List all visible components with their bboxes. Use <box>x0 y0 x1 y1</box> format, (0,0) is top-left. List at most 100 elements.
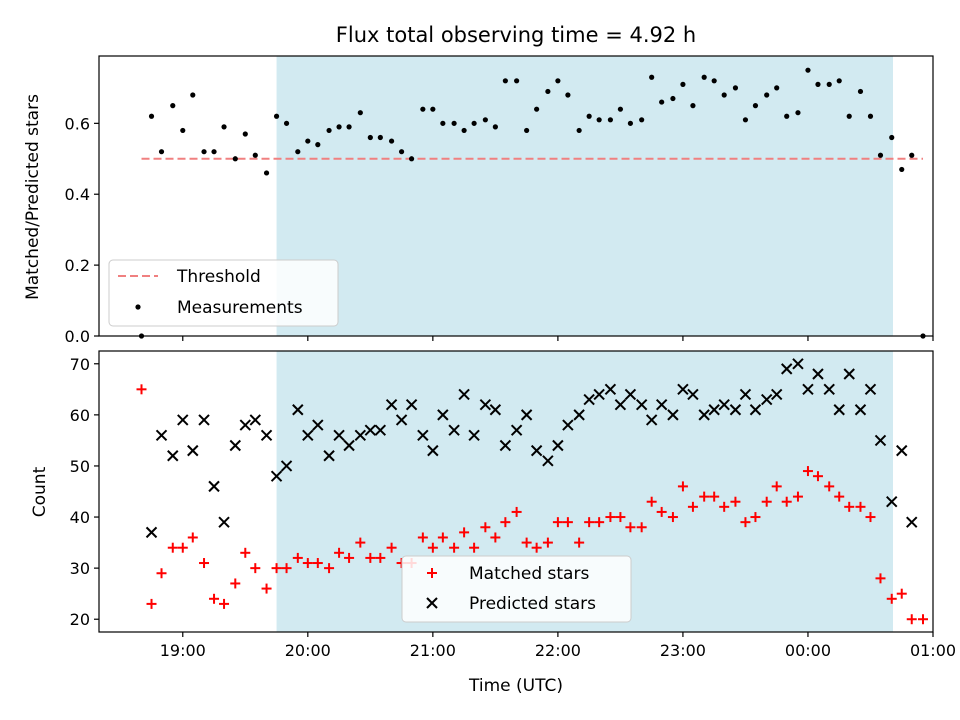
x-stroke-b <box>280 460 293 472</box>
measurement-point <box>867 113 874 119</box>
matched-star-point <box>584 517 595 528</box>
matched-star-point <box>437 532 448 543</box>
x-stroke-b <box>187 444 199 457</box>
measurement-point <box>336 124 342 130</box>
matched-star-point <box>199 558 210 569</box>
predicted-star-point <box>145 526 158 539</box>
x-stroke-b <box>562 419 574 431</box>
predicted-star-point <box>364 424 377 436</box>
measurement-point <box>283 120 290 126</box>
measurement-point <box>430 106 436 112</box>
predicted-star-point <box>229 439 241 452</box>
matched-star-point <box>636 522 647 533</box>
x-stroke-b <box>155 429 168 442</box>
matched-star-point <box>886 593 897 604</box>
legend-matched-swatch <box>427 568 437 578</box>
x-stroke-b <box>542 455 554 467</box>
predicted-star-point <box>802 383 814 396</box>
x-stroke-b <box>395 414 408 426</box>
predicted-star-point <box>698 409 710 421</box>
matched-star-point <box>865 512 876 523</box>
x-stroke-b <box>604 383 617 396</box>
matched-star-point <box>709 491 720 502</box>
predicted-star-point <box>312 419 324 431</box>
x-stroke-b <box>499 439 512 452</box>
y-tick-label: 0.0 <box>65 327 90 346</box>
x-stroke-b <box>177 414 189 426</box>
x-stroke-b <box>624 388 637 401</box>
matched-star-point <box>521 537 532 548</box>
matched-star-point <box>500 517 511 528</box>
measurement-point <box>680 81 686 87</box>
matched-star-point <box>292 552 303 563</box>
measurement-point <box>252 152 258 158</box>
measurement-point <box>846 113 852 119</box>
x-stroke-b <box>530 444 543 457</box>
measurement-point <box>639 117 645 123</box>
matched-star-point <box>615 512 626 523</box>
predicted-star-point <box>510 424 523 436</box>
predicted-star-point <box>333 429 345 442</box>
matched-star-point <box>781 496 792 507</box>
legend-ratio: Threshold Measurements <box>108 259 339 327</box>
observing-window-shade <box>276 56 893 336</box>
matched-star-point <box>480 522 491 533</box>
measurement-point <box>690 103 696 109</box>
x-stroke-b <box>645 414 658 426</box>
x-stroke-b <box>302 429 314 442</box>
x-stroke-b <box>458 388 470 401</box>
measurement-point <box>201 149 207 155</box>
predicted-star-point <box>635 398 648 411</box>
x-stroke-b <box>614 398 627 411</box>
predicted-star-point <box>739 388 752 401</box>
x-tick-label: 22:00 <box>535 641 581 660</box>
matched-star-point <box>469 542 480 553</box>
x-stroke-b <box>145 526 158 539</box>
predicted-star-point <box>530 444 543 457</box>
measurement-point <box>440 120 446 126</box>
x-stroke-b <box>405 398 418 411</box>
measurement-point <box>305 138 311 144</box>
measurement-point <box>420 106 426 112</box>
predicted-star-point <box>405 398 418 411</box>
measurement-point <box>617 106 624 112</box>
predicted-star-point <box>645 414 658 426</box>
x-stroke-b <box>270 470 283 482</box>
x-stroke-b <box>896 444 908 457</box>
predicted-star-point <box>354 429 367 442</box>
matched-star-point <box>281 563 292 574</box>
series-predicted-stars <box>145 358 918 539</box>
y-tick-label: 60 <box>70 406 90 425</box>
measurement-point <box>732 85 739 91</box>
matched-star-point <box>511 506 522 517</box>
measurement-point <box>514 78 520 84</box>
matched-star-point <box>855 501 866 512</box>
x-stroke-b <box>843 368 855 380</box>
measurement-point <box>295 149 301 155</box>
predicted-star-point <box>812 368 824 380</box>
measurement-point <box>242 131 248 137</box>
legend-matched-label: Matched stars <box>469 564 589 584</box>
measurement-point <box>180 127 186 134</box>
matched-star-point <box>844 501 855 512</box>
predicted-star-point <box>843 368 855 380</box>
measurement-point <box>627 120 634 126</box>
x-stroke-b <box>426 597 438 609</box>
measurement-point <box>795 110 801 116</box>
predicted-star-point <box>260 429 273 442</box>
predicted-star-point <box>302 429 314 442</box>
matched-star-point <box>209 593 220 604</box>
measurement-point <box>357 110 363 116</box>
predicted-star-point <box>896 444 908 457</box>
matched-star-point <box>896 588 907 599</box>
y-tick-label: 50 <box>70 457 90 476</box>
matched-star-point <box>156 568 167 579</box>
measurement-point <box>148 113 155 119</box>
x-stroke-b <box>593 388 605 401</box>
x-stroke-b <box>760 393 773 406</box>
axes-frame <box>98 55 934 337</box>
matched-star-point <box>240 547 251 558</box>
measurement-point <box>461 127 467 134</box>
x-stroke-b <box>427 444 439 457</box>
y-axis-label-ratio: Matched/Predicted stars <box>23 94 43 300</box>
